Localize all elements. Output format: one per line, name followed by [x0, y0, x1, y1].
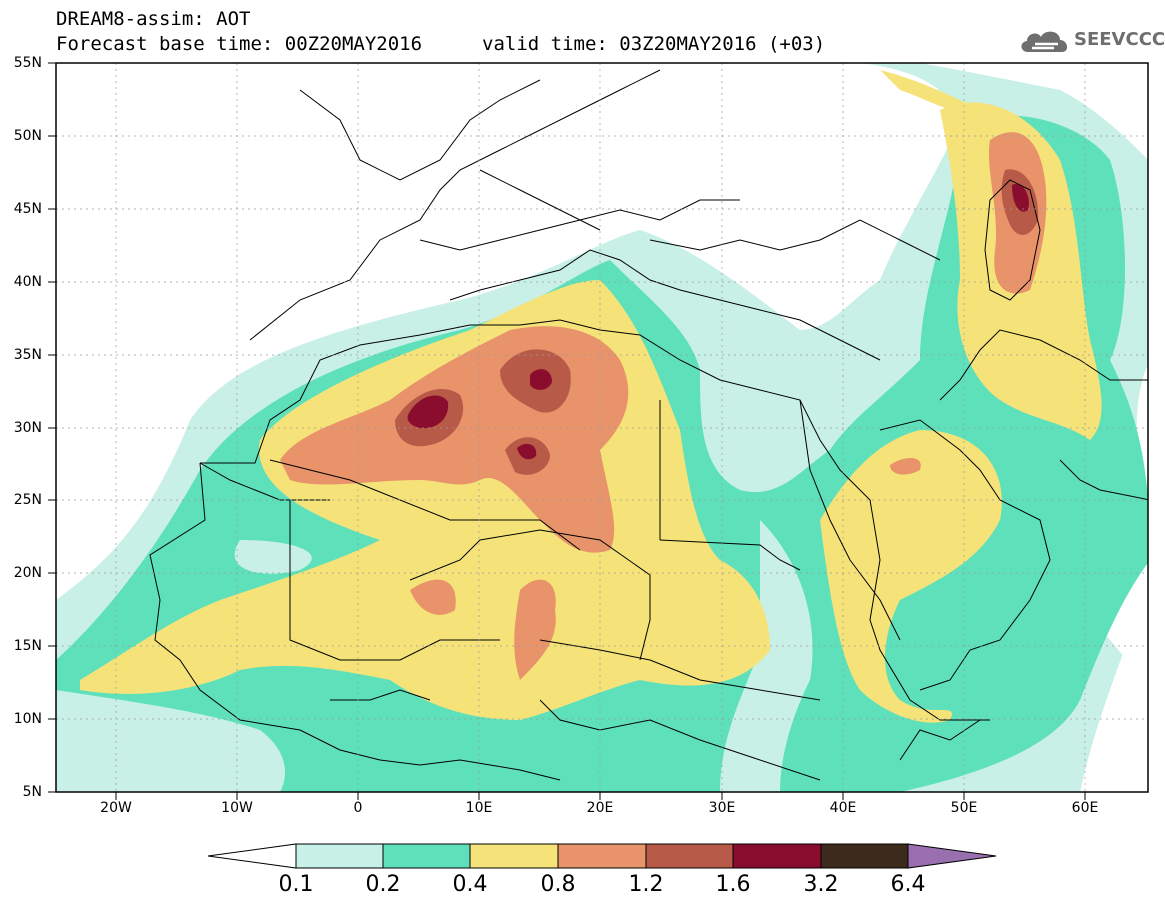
colorbar-label-0.8: 0.8: [540, 872, 576, 897]
colorbar-swatch-0.2: [382, 843, 471, 869]
colorbar-swatch-0.1: [295, 843, 384, 869]
colorbar-swatch-1.2: [645, 843, 734, 869]
colorbar-swatch-0.8: [557, 843, 647, 869]
logo-text: SEEVCCC: [1074, 29, 1165, 50]
colorbar-label-6.4: 6.4: [890, 872, 926, 897]
cloud-icon: [1021, 31, 1068, 52]
lon-label-50e: 50E: [950, 800, 978, 816]
colorbar: [207, 843, 997, 869]
colorbar-label-1.6: 1.6: [715, 872, 751, 897]
lon-label-60e: 60E: [1071, 800, 1099, 816]
colorbar-swatch-1.6: [732, 843, 822, 869]
lat-label-20n: 20N: [13, 565, 42, 581]
lon-label-20e: 20E: [586, 800, 614, 816]
seevccc-logo: SEEVCCC: [1018, 24, 1165, 56]
lat-label-5n: 5N: [22, 784, 42, 800]
lon-label-20w: 20W: [100, 800, 132, 816]
colorbar-swatch-3.2: [820, 843, 909, 869]
forecast-times: Forecast base time: 00Z20MAY2016 valid ti…: [56, 33, 825, 55]
lat-label-10n: 10N: [13, 711, 42, 727]
lat-label-35n: 35N: [13, 347, 42, 363]
axis-ticks: [48, 62, 1086, 800]
lat-label-15n: 15N: [13, 638, 42, 654]
valid-time: valid time: 03Z20MAY2016 (+03): [482, 33, 826, 55]
coastlines: [149, 69, 1148, 781]
lat-label-25n: 25N: [13, 492, 42, 508]
base-time: Forecast base time: 00Z20MAY2016: [56, 33, 423, 55]
colorbar-label-0.1: 0.1: [278, 872, 314, 897]
lon-label-40e: 40E: [829, 800, 857, 816]
lon-label-10w: 10W: [221, 800, 253, 816]
colorbar-label-0.2: 0.2: [365, 872, 401, 897]
lat-label-45n: 45N: [13, 201, 42, 217]
graticule: [56, 63, 1148, 792]
colorbar-label-1.2: 1.2: [628, 872, 664, 897]
lon-label-0: 0: [353, 800, 363, 816]
lat-label-30n: 30N: [13, 420, 42, 436]
lon-label-30e: 30E: [708, 800, 736, 816]
lat-label-50n: 50N: [13, 128, 42, 144]
colorbar-label-3.2: 3.2: [803, 872, 839, 897]
colorbar-over-triangle: [907, 843, 997, 869]
colorbar-under-triangle: [207, 843, 297, 869]
lat-label-55n: 55N: [13, 55, 42, 71]
aot-field: [56, 63, 1148, 792]
lat-label-40n: 40N: [13, 274, 42, 290]
map-title: DREAM8-assim: AOT: [56, 8, 251, 30]
colorbar-swatch-0.4: [469, 843, 559, 869]
aot-contour-1.6: [407, 395, 449, 429]
lon-label-10e: 10E: [465, 800, 493, 816]
colorbar-label-0.4: 0.4: [452, 872, 488, 897]
